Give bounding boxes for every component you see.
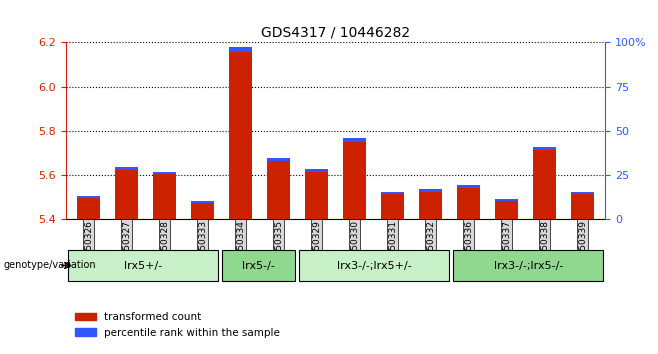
Text: GSM950328: GSM950328 <box>160 220 169 275</box>
Bar <box>267 158 290 161</box>
Bar <box>191 201 214 203</box>
Bar <box>495 200 518 219</box>
Title: GDS4317 / 10446282: GDS4317 / 10446282 <box>261 26 410 40</box>
Bar <box>153 172 176 175</box>
Bar <box>77 196 100 199</box>
FancyBboxPatch shape <box>453 250 603 281</box>
Bar <box>305 171 328 219</box>
Text: GSM950326: GSM950326 <box>84 220 93 275</box>
Bar <box>533 149 556 219</box>
Bar <box>191 202 214 219</box>
Text: GSM950339: GSM950339 <box>578 220 587 275</box>
Bar <box>343 140 366 219</box>
FancyBboxPatch shape <box>68 250 218 281</box>
Text: GSM950334: GSM950334 <box>236 220 245 275</box>
Bar <box>115 169 138 219</box>
Bar <box>419 191 442 219</box>
Bar <box>571 192 594 194</box>
FancyBboxPatch shape <box>222 250 295 281</box>
Bar <box>457 185 480 188</box>
Text: GSM950327: GSM950327 <box>122 220 131 275</box>
Text: GSM950329: GSM950329 <box>312 220 321 275</box>
Text: GSM950335: GSM950335 <box>274 220 283 275</box>
Text: GSM950331: GSM950331 <box>388 220 397 275</box>
Bar <box>77 198 100 219</box>
Legend: transformed count, percentile rank within the sample: transformed count, percentile rank withi… <box>71 308 284 342</box>
Text: lrx3-/-;lrx5-/-: lrx3-/-;lrx5-/- <box>494 261 563 270</box>
Text: GSM950332: GSM950332 <box>426 220 435 275</box>
Bar <box>571 193 594 219</box>
Bar <box>229 47 252 52</box>
Bar <box>305 170 328 172</box>
FancyBboxPatch shape <box>299 250 449 281</box>
Text: GSM950338: GSM950338 <box>540 220 549 275</box>
Bar <box>229 49 252 219</box>
Bar <box>381 193 404 219</box>
Bar <box>533 147 556 150</box>
Text: GSM950333: GSM950333 <box>198 220 207 275</box>
Text: lrx5+/-: lrx5+/- <box>124 261 162 270</box>
Text: GSM950336: GSM950336 <box>464 220 473 275</box>
Text: GSM950337: GSM950337 <box>502 220 511 275</box>
Text: lrx3-/-;lrx5+/-: lrx3-/-;lrx5+/- <box>337 261 411 270</box>
Bar <box>495 199 518 201</box>
Text: GSM950330: GSM950330 <box>350 220 359 275</box>
Text: genotype/variation: genotype/variation <box>4 261 97 270</box>
Bar <box>153 173 176 219</box>
Bar <box>381 192 404 194</box>
Bar <box>419 189 442 192</box>
Bar <box>267 160 290 219</box>
Text: lrx5-/-: lrx5-/- <box>242 261 275 270</box>
Bar <box>115 167 138 170</box>
Bar <box>457 186 480 219</box>
Bar <box>343 138 366 142</box>
